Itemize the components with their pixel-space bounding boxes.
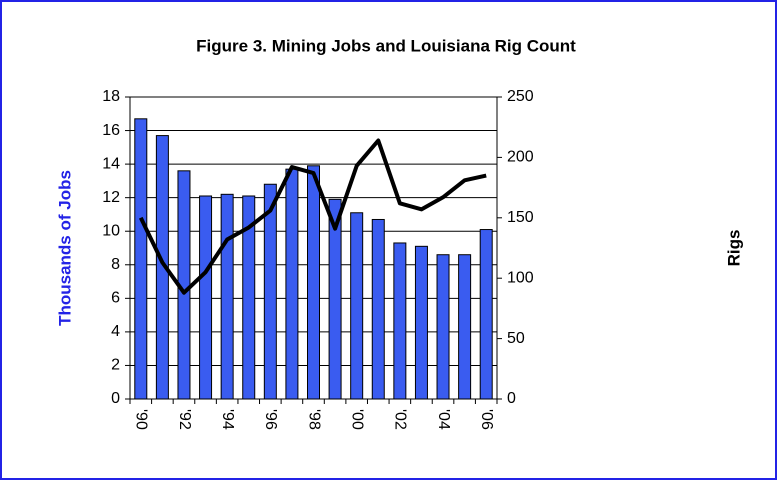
y2-axis-title: Rigs: [724, 230, 743, 267]
y-tick-label: 4: [111, 323, 120, 340]
y-tick-label: 10: [102, 222, 120, 239]
bar: [350, 212, 364, 400]
bar: [436, 254, 450, 400]
y-tick-label: 6: [111, 290, 120, 307]
x-tick-label: '04: [435, 409, 452, 430]
y-tick-label: 16: [102, 122, 120, 139]
x-tick-label: '94: [219, 409, 236, 430]
y2-tick-label: 0: [507, 390, 516, 407]
bar: [285, 168, 299, 400]
x-tick-label: '90: [133, 409, 150, 430]
y-tick-label: 14: [102, 155, 120, 172]
y2-tick-label: 150: [507, 209, 534, 226]
y-tick-label: 0: [111, 390, 120, 407]
y2-tick-label: 50: [507, 330, 525, 347]
bar: [199, 195, 213, 400]
bar: [458, 254, 472, 400]
y-tick-label: 18: [102, 88, 120, 105]
y2-tick-label: 100: [507, 269, 534, 286]
x-tick-label: '06: [478, 409, 495, 430]
bar: [479, 229, 493, 400]
x-tick-label: '98: [305, 409, 322, 430]
y-axis-title: Thousands of Jobs: [55, 170, 74, 326]
y2-tick-label: 200: [507, 149, 534, 166]
y-tick-label: 12: [102, 189, 120, 206]
bar: [134, 118, 148, 400]
chart-title: Figure 3. Mining Jobs and Louisiana Rig …: [196, 36, 576, 55]
bar: [307, 165, 320, 400]
bar: [414, 245, 428, 400]
bar: [263, 183, 277, 400]
line: [138, 138, 487, 295]
x-tick-label: '92: [176, 409, 193, 430]
x-tick-label: '00: [348, 409, 365, 430]
y2-tick-label: 250: [507, 88, 534, 105]
bar: [393, 242, 407, 400]
y-tick-label: 2: [111, 357, 120, 374]
x-tick-label: '02: [392, 409, 409, 430]
y-tick-label: 8: [111, 256, 120, 273]
bar: [371, 218, 385, 400]
bar: [220, 193, 234, 400]
x-tick-label: '96: [262, 409, 279, 430]
